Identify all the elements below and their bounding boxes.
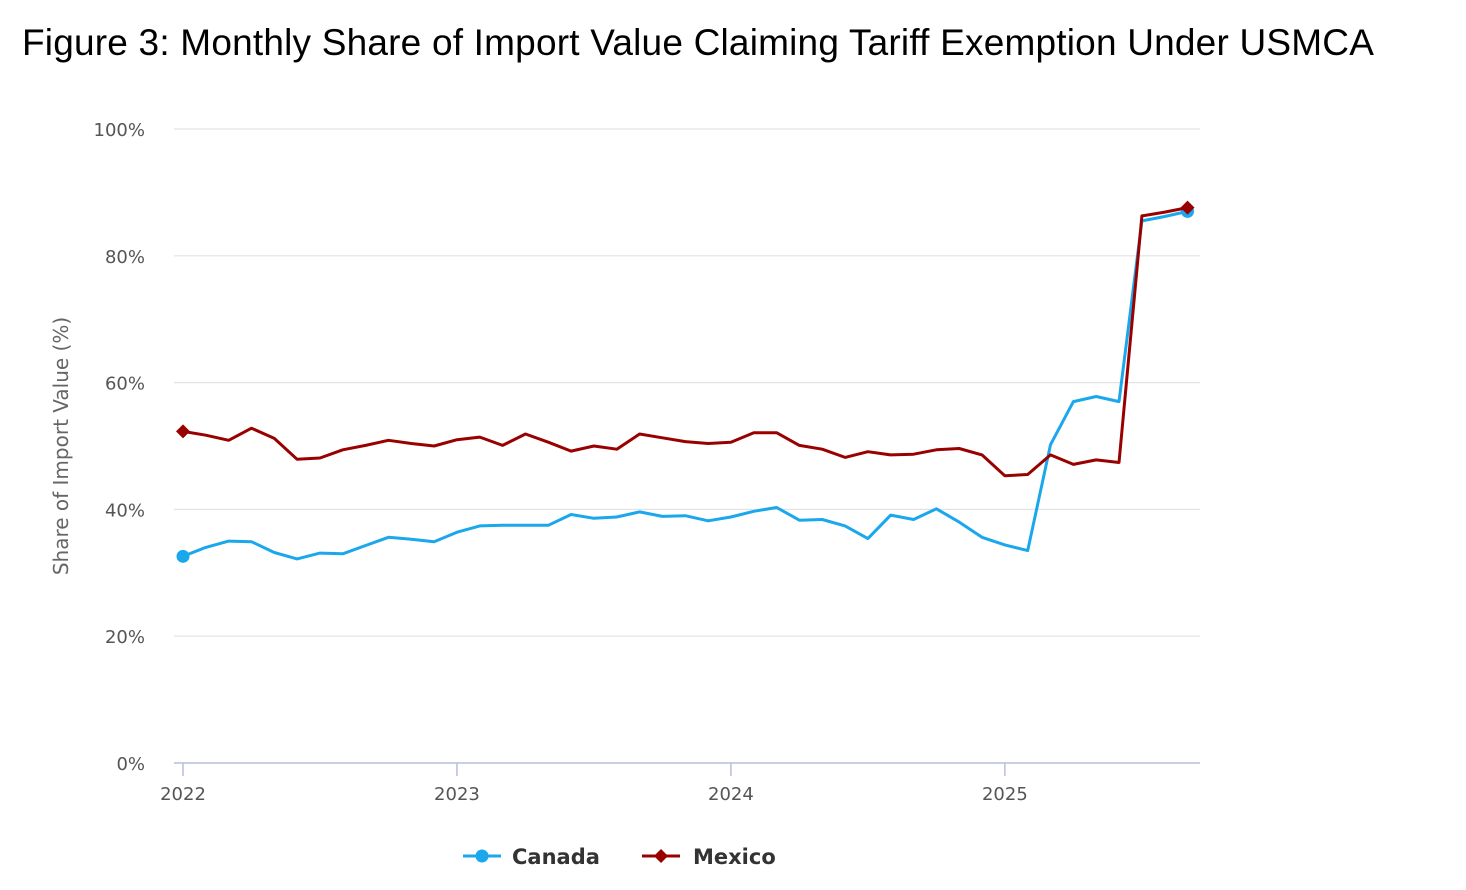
y-tick-label: 60% [105,374,145,395]
x-tick-label: 2024 [708,784,754,805]
series-line-mexico[interactable] [182,206,1188,478]
gridlines [174,128,1200,637]
x-axis-tick-labels: 2022 2023 2024 2025 [160,763,1028,805]
x-tick-label: 2023 [434,784,480,805]
y-tick-label: 40% [105,500,145,521]
series-lines [176,200,1195,563]
legend-item-canada[interactable]: Canada [463,845,600,869]
y-tick-label: 100% [94,120,145,141]
legend-label: Canada [512,845,600,869]
legend[interactable]: Canada Mexico [463,845,776,869]
y-axis-tick-labels: 0% 20% 40% 60% 80% 100% [94,120,145,775]
y-tick-label: 80% [105,247,145,268]
x-tick-label: 2025 [982,784,1028,805]
legend-swatch-marker[interactable] [654,849,668,863]
legend-label: Mexico [693,845,776,869]
data-point-start-mexico[interactable] [176,424,190,439]
chart-title: Figure 3: Monthly Share of Import Value … [22,22,1375,63]
x-tick-label: 2022 [160,784,206,805]
y-tick-label: 0% [116,754,145,775]
series-line-canada[interactable] [182,209,1188,561]
legend-item-mexico[interactable]: Mexico [642,845,776,869]
data-point-end-mexico[interactable] [1180,200,1195,215]
data-point-start-canada[interactable] [176,549,190,563]
legend-swatch-marker[interactable] [475,849,489,863]
y-axis-title: Share of Import Value (%) [49,317,73,575]
series-mexico [176,200,1195,478]
y-tick-label: 20% [105,627,145,648]
